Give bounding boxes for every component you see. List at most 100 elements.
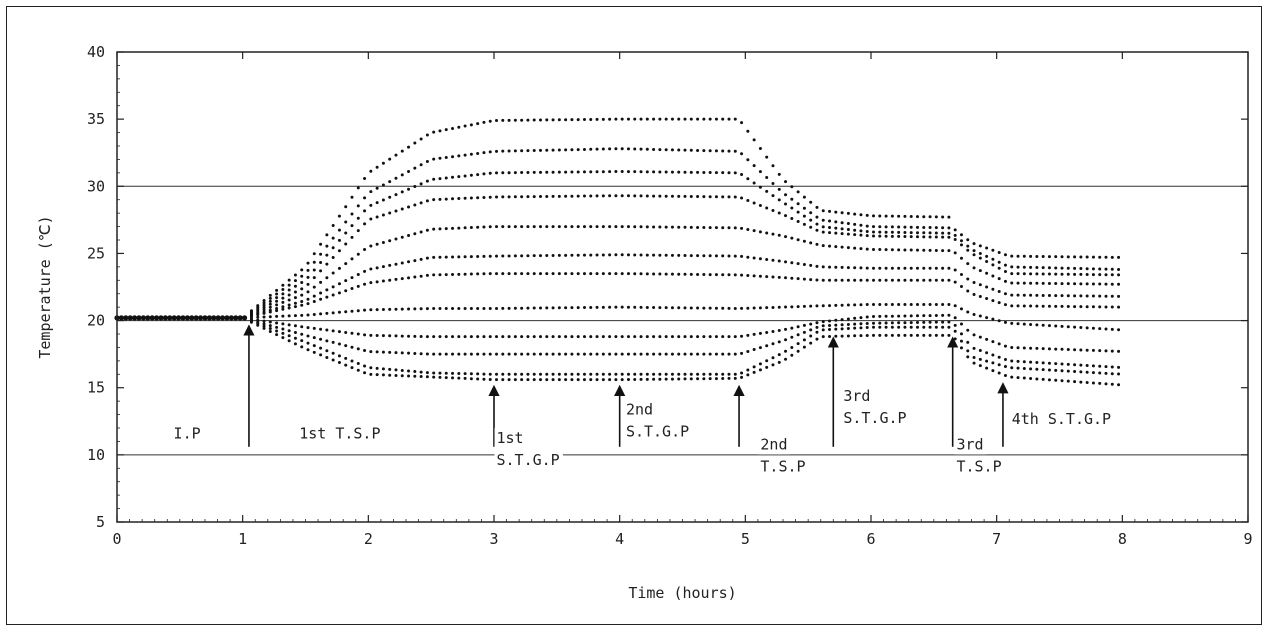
data-point-series-11 <box>262 324 266 328</box>
data-point-series-7 <box>840 278 844 282</box>
data-point-series-3 <box>840 227 844 231</box>
data-point-series-2 <box>312 260 316 264</box>
data-point-series-9 <box>777 329 781 333</box>
data-point-series-2 <box>727 149 731 153</box>
data-point-series-4 <box>1054 272 1058 276</box>
data-point-series-9 <box>1041 347 1045 351</box>
data-point-series-8 <box>557 306 561 310</box>
data-point-series-10 <box>985 351 989 355</box>
data-point-series-3 <box>375 201 379 205</box>
data-point-series-12 <box>626 378 630 382</box>
data-point-series-5 <box>758 230 762 234</box>
data-point-series-9 <box>350 331 354 335</box>
data-point-series-10 <box>413 351 417 355</box>
data-point-series-8 <box>872 302 876 306</box>
data-point-series-12 <box>394 373 398 377</box>
data-point-series-2 <box>859 223 863 227</box>
data-point-series-7 <box>702 273 706 277</box>
data-point-series-12 <box>758 368 762 372</box>
data-point-series-3 <box>381 198 385 202</box>
data-point-series-9 <box>626 335 630 339</box>
data-point-initial <box>118 315 124 321</box>
data-point-series-1 <box>614 117 618 121</box>
data-point-series-2 <box>815 215 819 219</box>
data-point-series-4 <box>928 235 932 239</box>
data-point-series-6 <box>356 272 360 276</box>
data-point-series-1 <box>306 261 310 265</box>
data-point-series-6 <box>815 264 819 268</box>
data-point-series-5 <box>696 225 700 229</box>
data-point-series-7 <box>828 278 832 282</box>
data-point-series-11 <box>915 325 919 329</box>
data-point-series-7 <box>771 275 775 279</box>
data-point-series-3 <box>507 171 511 175</box>
data-point-series-2 <box>538 148 542 152</box>
data-point-series-9 <box>312 326 316 330</box>
data-point-series-3 <box>1060 266 1064 270</box>
data-point-series-12 <box>790 353 794 357</box>
x-tick-label: 8 <box>1118 530 1127 548</box>
data-point-series-10 <box>394 351 398 355</box>
data-point-series-7 <box>815 278 819 282</box>
data-point-series-7 <box>1022 304 1026 308</box>
data-point-series-8 <box>570 306 574 310</box>
data-point-series-11 <box>802 338 806 342</box>
data-point-series-7 <box>1104 305 1108 309</box>
data-point-series-11 <box>991 361 995 365</box>
data-point-series-12 <box>752 370 756 374</box>
annotation-label: 3rd <box>843 387 870 405</box>
data-point-series-3 <box>796 210 800 214</box>
data-point-series-3 <box>1041 266 1045 270</box>
data-point-series-12 <box>356 368 360 372</box>
data-point-series-7 <box>388 278 392 282</box>
data-point-series-7 <box>1041 304 1045 308</box>
data-point-series-8 <box>256 315 260 319</box>
data-point-series-4 <box>1085 272 1089 276</box>
data-point-series-12 <box>1047 378 1051 382</box>
data-point-series-1 <box>293 273 297 277</box>
data-point-series-8 <box>959 307 963 311</box>
data-point-series-12 <box>469 377 473 381</box>
data-point-series-6 <box>337 282 341 286</box>
data-point-series-11 <box>834 327 838 331</box>
data-point-series-2 <box>375 186 379 190</box>
data-point-series-6 <box>300 299 304 303</box>
data-point-series-11 <box>771 356 775 360</box>
data-point-series-5 <box>281 300 285 304</box>
data-point-series-10 <box>828 323 832 327</box>
data-point-series-6 <box>1003 292 1007 296</box>
data-point-series-10 <box>1041 361 1045 365</box>
data-point-series-3 <box>268 299 272 303</box>
data-point-series-5 <box>570 225 574 229</box>
data-point-series-8 <box>425 307 429 311</box>
data-point-series-7 <box>639 272 643 276</box>
data-point-series-1 <box>337 214 341 218</box>
data-point-series-2 <box>488 150 492 154</box>
data-point-series-8 <box>670 306 674 310</box>
data-point-series-10 <box>714 352 718 356</box>
data-point-series-7 <box>846 278 850 282</box>
data-point-series-4 <box>645 194 649 198</box>
data-point-series-3 <box>520 171 524 175</box>
data-point-series-6 <box>670 253 674 257</box>
data-point-series-6 <box>576 253 580 257</box>
annotation-label: 1st T.S.P <box>299 425 380 443</box>
data-point-series-3 <box>312 268 316 272</box>
data-point-series-2 <box>740 152 744 156</box>
data-point-series-12 <box>865 333 869 337</box>
data-point-series-1 <box>809 200 813 204</box>
x-axis-label: Time (hours) <box>628 584 736 602</box>
data-point-series-2 <box>689 148 693 152</box>
data-point-series-4 <box>337 249 341 253</box>
data-point-series-7 <box>985 297 989 301</box>
data-point-series-11 <box>985 359 989 363</box>
data-point-series-8 <box>702 306 706 310</box>
data-point-series-5 <box>482 225 486 229</box>
data-point-series-6 <box>570 253 574 257</box>
data-point-series-1 <box>652 117 656 121</box>
data-point-series-3 <box>1029 265 1033 269</box>
data-point-series-8 <box>1035 323 1039 327</box>
data-point-series-11 <box>363 364 367 368</box>
data-point-series-3 <box>941 231 945 235</box>
data-point-series-6 <box>501 254 505 258</box>
